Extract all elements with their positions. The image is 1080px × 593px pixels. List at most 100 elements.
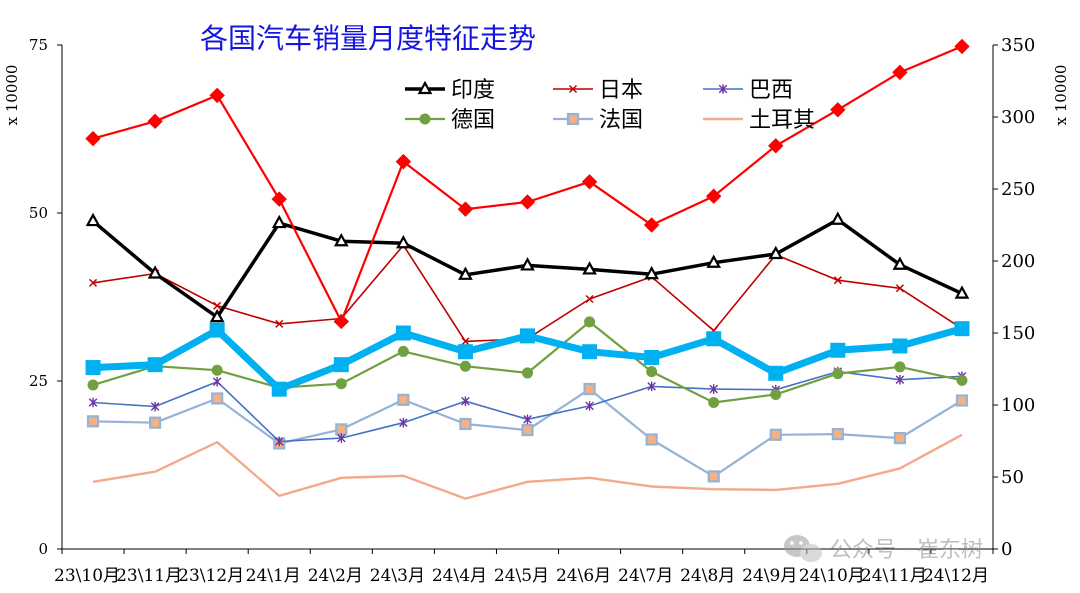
data-point [457, 344, 473, 360]
right-tick-label: 50 [1001, 467, 1024, 488]
legend-marker [419, 113, 431, 125]
x-tick-label: 23\10月 [54, 566, 120, 586]
legend-marker [417, 80, 433, 95]
legend-label: 巴西 [749, 78, 793, 103]
data-point [832, 368, 844, 380]
x-tick-label: 24\5月 [494, 566, 549, 586]
legend-marker [568, 84, 578, 94]
legend-item: 法国 [553, 108, 643, 133]
watermark-text: 公众号 · 崔东树 [830, 538, 983, 563]
left-tick-label: 25 [29, 372, 48, 390]
data-point [86, 415, 100, 428]
data-point [89, 278, 98, 287]
chart-title: 各国汽车销量月度特征走势 [200, 22, 536, 55]
data-point [88, 397, 98, 408]
data-point [643, 217, 660, 233]
right-tick-label: 350 [1001, 35, 1035, 56]
data-point [707, 470, 720, 483]
data-point [585, 401, 594, 411]
x-tick-label: 24\2月 [308, 566, 363, 586]
data-point [399, 417, 408, 428]
data-point [458, 266, 473, 280]
data-point [150, 401, 160, 412]
data-point [335, 423, 348, 436]
right-tick-label: 150 [1001, 323, 1035, 344]
series-6 [85, 38, 970, 330]
data-point [582, 261, 597, 275]
x-tick-label: 24\4月 [432, 566, 487, 586]
data-point [645, 433, 658, 446]
x-tick-label: 23\11月 [116, 566, 182, 586]
legend-item: 巴西 [703, 78, 793, 103]
data-point [519, 194, 536, 210]
data-point [830, 102, 846, 118]
left-tick-label: 50 [29, 204, 48, 222]
data-point [523, 414, 532, 425]
data-point [955, 394, 969, 407]
data-point [397, 393, 410, 406]
legend-item: 日本 [553, 78, 643, 103]
data-point [647, 381, 656, 392]
legend-item: 土耳其 [703, 108, 815, 133]
data-point [395, 325, 411, 341]
data-point [768, 245, 784, 260]
series-3 [87, 316, 968, 409]
axes: 0 25 50 75 0 50 100 150 200 250 300 350 23\10月23\11月… [29, 35, 1035, 586]
data-point [706, 254, 722, 268]
data-point [768, 138, 784, 154]
data-point [705, 188, 722, 204]
series-line [92, 433, 963, 500]
data-point [337, 433, 346, 443]
data-point [211, 392, 224, 405]
data-point [274, 436, 284, 447]
x-tick-label: 24\3月 [370, 566, 425, 586]
x-tick-label: 23\12月 [178, 566, 244, 586]
data-point [457, 201, 474, 217]
legend-item: 德国 [405, 108, 495, 133]
data-point [769, 428, 782, 441]
series-5 [92, 433, 963, 500]
legend-item: 印度 [405, 78, 495, 103]
data-point [582, 344, 598, 360]
data-point [521, 423, 534, 437]
left-tick-label: 75 [29, 36, 48, 54]
x-tick-label: 24\1月 [246, 566, 301, 586]
right-tick-label: 250 [1001, 179, 1035, 200]
data-point [709, 384, 718, 394]
data-point [585, 294, 594, 304]
series-7 [85, 321, 970, 397]
data-point [147, 113, 163, 130]
legend-label: 土耳其 [749, 108, 815, 133]
data-point [333, 357, 349, 373]
x-tick-label: 24\6月 [556, 566, 611, 586]
x-tick-label: 24\7月 [618, 566, 673, 586]
wechat-icon [784, 535, 822, 562]
legend-label: 法国 [599, 108, 643, 133]
data-point [335, 378, 347, 390]
legend-marker [566, 112, 580, 126]
legend-label: 日本 [599, 78, 643, 103]
data-point [581, 174, 598, 190]
data-point [211, 364, 223, 376]
legend-marker [718, 84, 728, 94]
data-point [212, 376, 222, 387]
data-point [706, 331, 722, 347]
data-point [461, 396, 470, 406]
data-point [895, 284, 904, 293]
data-point [209, 87, 225, 104]
data-point [956, 374, 968, 386]
data-point [85, 360, 101, 376]
series-4 [86, 382, 969, 483]
data-point [333, 232, 349, 247]
watermark: 公众号 · 崔东树 [784, 535, 983, 563]
data-point [954, 38, 970, 55]
data-point [147, 357, 163, 373]
right-tick-label: 200 [1001, 251, 1035, 272]
data-point [892, 256, 908, 270]
right-tick-label: 100 [1001, 395, 1035, 416]
series-line [92, 45, 963, 323]
data-point [520, 257, 535, 271]
right-tick-label: 0 [1001, 539, 1012, 560]
